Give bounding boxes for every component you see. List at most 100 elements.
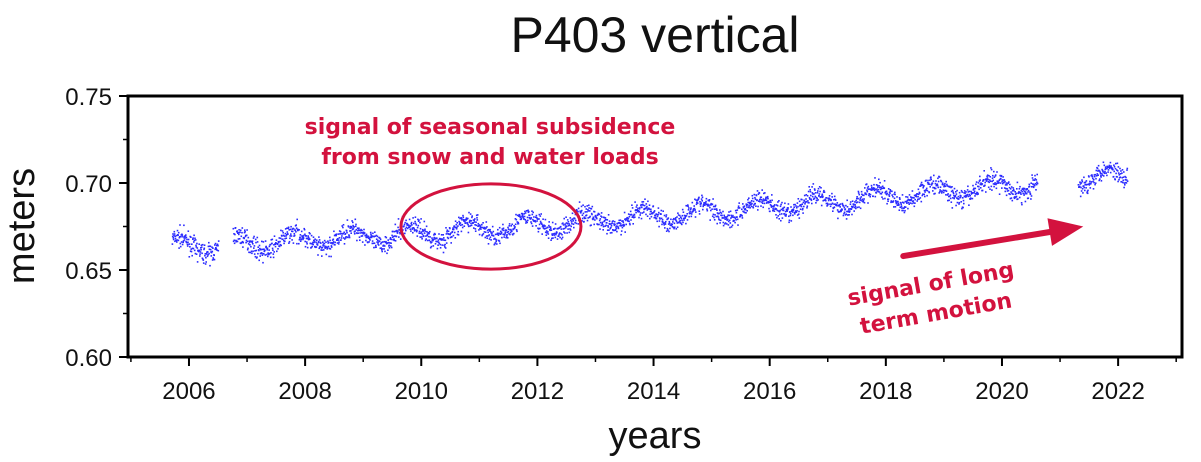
data-point (580, 212, 582, 214)
data-point (777, 210, 780, 212)
data-point (754, 202, 756, 205)
data-point (828, 198, 831, 200)
data-point (738, 207, 741, 209)
data-point (827, 199, 830, 202)
data-point (684, 215, 687, 217)
data-point (813, 193, 815, 195)
data-point (939, 186, 942, 188)
data-point (554, 227, 556, 230)
data-point (641, 212, 644, 214)
data-point (918, 198, 920, 200)
data-point (258, 244, 261, 247)
data-point (726, 215, 729, 218)
data-point (710, 209, 712, 212)
data-point (181, 243, 184, 246)
data-point (367, 241, 369, 244)
data-point (286, 231, 289, 233)
data-point (271, 247, 274, 250)
data-point (692, 209, 695, 212)
data-point (867, 185, 870, 188)
data-point (302, 238, 304, 241)
data-point (390, 245, 392, 247)
data-point (667, 217, 670, 219)
data-point (940, 179, 942, 182)
data-point (357, 232, 359, 234)
data-point (938, 192, 940, 194)
data-point (377, 244, 380, 246)
data-point (846, 206, 849, 208)
data-point (737, 224, 739, 226)
data-point (672, 226, 675, 229)
data-point (956, 189, 958, 192)
data-point (375, 234, 378, 237)
data-point (306, 241, 308, 243)
data-point (482, 226, 484, 229)
data-point (369, 231, 372, 234)
data-point (1125, 176, 1127, 179)
data-point (186, 245, 189, 247)
data-point (790, 220, 793, 222)
data-point (777, 215, 779, 217)
data-point (955, 191, 957, 193)
data-point (539, 227, 541, 230)
data-point (207, 254, 209, 256)
data-point (776, 216, 778, 219)
data-point (1033, 184, 1036, 187)
data-point (711, 215, 714, 218)
data-point (1084, 181, 1087, 183)
data-point (769, 199, 771, 202)
data-point (566, 232, 568, 234)
data-point (419, 227, 422, 230)
data-point (629, 210, 632, 213)
data-point (956, 197, 958, 199)
data-point (867, 202, 869, 204)
data-point (524, 218, 527, 221)
data-point (523, 215, 526, 218)
data-point (467, 231, 470, 234)
data-point (817, 190, 819, 192)
data-point (480, 226, 482, 229)
data-point (541, 223, 543, 226)
data-point (990, 168, 993, 171)
data-point (964, 196, 967, 198)
data-point (245, 241, 247, 244)
data-point (906, 199, 909, 202)
data-point (870, 189, 872, 191)
data-point (657, 213, 659, 216)
data-point (287, 227, 290, 230)
data-point (773, 210, 776, 212)
data-point (177, 234, 179, 236)
data-point (1078, 185, 1081, 188)
data-point (268, 252, 271, 255)
data-point (434, 243, 437, 245)
data-point (834, 199, 837, 201)
data-point (420, 218, 422, 220)
data-point (426, 234, 428, 237)
data-point (416, 235, 419, 237)
data-point (962, 206, 964, 209)
data-point (778, 200, 780, 202)
data-point (861, 193, 863, 196)
data-point (815, 202, 817, 204)
data-point (626, 218, 628, 220)
data-point (665, 215, 667, 218)
data-point (976, 192, 979, 194)
data-point (915, 195, 918, 198)
data-point (328, 255, 330, 258)
data-point (771, 205, 774, 208)
data-point (769, 210, 771, 213)
y-tick-label: 0.70 (65, 171, 112, 198)
data-point (1020, 190, 1023, 192)
data-point (415, 230, 418, 233)
data-point (577, 207, 580, 210)
data-point (1081, 188, 1084, 190)
seasonal-annotation-text: from snow and water loads (321, 145, 658, 170)
data-point (851, 200, 854, 202)
data-point (234, 227, 237, 229)
data-point (579, 210, 581, 212)
data-point (938, 176, 941, 178)
data-point (462, 216, 465, 219)
data-point (178, 247, 180, 249)
data-point (492, 230, 495, 233)
data-point (581, 214, 584, 216)
